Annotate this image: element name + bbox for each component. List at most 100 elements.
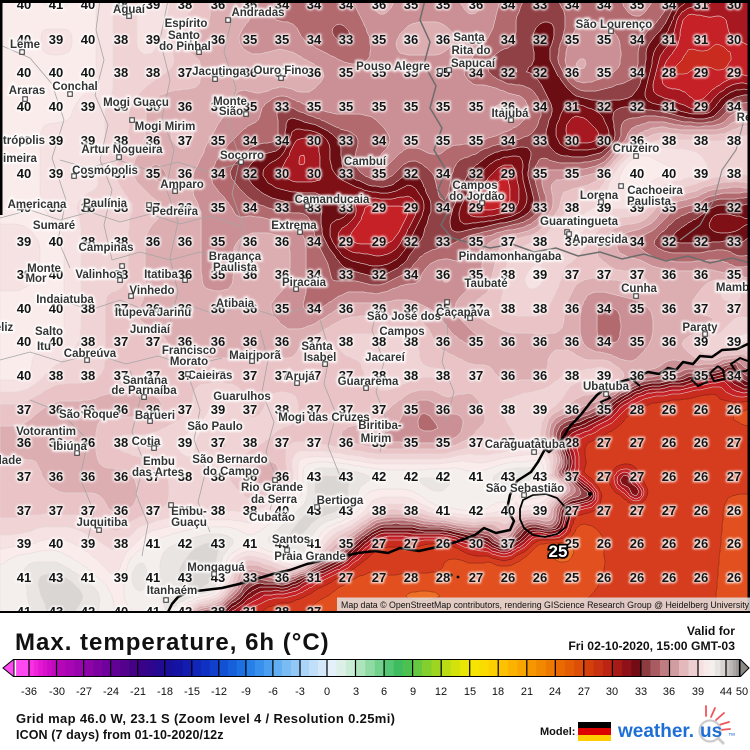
svg-text:34: 34 bbox=[727, 368, 742, 383]
svg-text:Juquitiba: Juquitiba bbox=[76, 517, 128, 529]
svg-text:36: 36 bbox=[178, 200, 192, 215]
svg-text:Indaiatuba: Indaiatuba bbox=[36, 294, 94, 306]
svg-text:36: 36 bbox=[81, 469, 95, 484]
svg-text:36: 36 bbox=[533, 368, 547, 383]
svg-text:36: 36 bbox=[662, 301, 676, 316]
svg-text:36: 36 bbox=[436, 402, 450, 417]
svg-text:30: 30 bbox=[469, 536, 483, 551]
svg-text:42: 42 bbox=[404, 469, 418, 484]
svg-text:34: 34 bbox=[597, 301, 612, 316]
svg-text:36: 36 bbox=[662, 334, 676, 349]
svg-text:34: 34 bbox=[307, 32, 322, 47]
svg-text:38: 38 bbox=[339, 334, 353, 349]
svg-text:Socorro: Socorro bbox=[220, 150, 264, 162]
svg-text:34: 34 bbox=[501, 32, 516, 47]
svg-text:33: 33 bbox=[727, 234, 741, 249]
svg-text:41: 41 bbox=[17, 604, 31, 612]
svg-text:38: 38 bbox=[436, 368, 450, 383]
svg-text:37: 37 bbox=[178, 402, 192, 417]
svg-text:34: 34 bbox=[275, 133, 290, 148]
svg-text:31: 31 bbox=[662, 32, 676, 47]
svg-text:40: 40 bbox=[81, 32, 95, 47]
svg-text:37: 37 bbox=[501, 536, 515, 551]
svg-text:37: 37 bbox=[339, 368, 353, 383]
svg-text:35: 35 bbox=[243, 99, 257, 114]
svg-text:38: 38 bbox=[533, 234, 547, 249]
svg-text:35: 35 bbox=[727, 267, 741, 282]
svg-text:32: 32 bbox=[404, 166, 418, 181]
svg-text:38: 38 bbox=[275, 402, 289, 417]
svg-text:32: 32 bbox=[533, 32, 547, 47]
svg-text:36: 36 bbox=[275, 334, 289, 349]
svg-text:36: 36 bbox=[597, 166, 611, 181]
svg-text:Camanducaia: Camanducaia bbox=[295, 194, 370, 206]
svg-text:38: 38 bbox=[727, 166, 741, 181]
svg-text:39: 39 bbox=[17, 267, 31, 282]
svg-text:32: 32 bbox=[404, 166, 418, 181]
svg-text:33: 33 bbox=[339, 32, 353, 47]
svg-text:Santa: Santa bbox=[453, 32, 485, 44]
svg-text:34: 34 bbox=[275, 133, 290, 148]
svg-text:29: 29 bbox=[372, 200, 386, 215]
svg-text:38: 38 bbox=[81, 301, 95, 316]
svg-text:38: 38 bbox=[114, 536, 128, 551]
svg-text:34: 34 bbox=[630, 65, 645, 80]
svg-text:36: 36 bbox=[501, 334, 515, 349]
svg-text:trópolis: trópolis bbox=[3, 135, 45, 147]
svg-text:Santa: Santa bbox=[453, 32, 485, 44]
svg-text:Santo: Santo bbox=[168, 30, 200, 42]
svg-text:36: 36 bbox=[501, 99, 515, 114]
svg-text:Ouro Fino: Ouro Fino bbox=[254, 65, 309, 77]
svg-text:26: 26 bbox=[662, 570, 676, 585]
svg-text:35: 35 bbox=[211, 133, 225, 148]
svg-text:39: 39 bbox=[178, 435, 192, 450]
svg-text:30: 30 bbox=[565, 133, 579, 148]
svg-text:36: 36 bbox=[307, 65, 321, 80]
svg-text:33: 33 bbox=[533, 200, 547, 215]
svg-text:41: 41 bbox=[243, 536, 257, 551]
svg-text:33: 33 bbox=[339, 200, 353, 215]
svg-text:26: 26 bbox=[436, 536, 450, 551]
svg-text:39: 39 bbox=[49, 133, 63, 148]
svg-text:26: 26 bbox=[662, 435, 676, 450]
svg-text:38: 38 bbox=[211, 604, 225, 612]
svg-text:39: 39 bbox=[533, 402, 547, 417]
svg-text:36: 36 bbox=[501, 368, 515, 383]
svg-text:Caraguatatuba: Caraguatatuba bbox=[485, 439, 566, 451]
svg-text:Cubatão: Cubatão bbox=[249, 512, 295, 524]
svg-text:39: 39 bbox=[694, 166, 708, 181]
svg-text:36: 36 bbox=[275, 234, 289, 249]
svg-text:36: 36 bbox=[404, 32, 418, 47]
svg-text:36: 36 bbox=[404, 301, 418, 316]
svg-text:26: 26 bbox=[694, 435, 708, 450]
svg-text:42: 42 bbox=[469, 503, 483, 518]
svg-text:31: 31 bbox=[307, 570, 321, 585]
svg-text:31: 31 bbox=[307, 570, 321, 585]
svg-text:41: 41 bbox=[469, 469, 483, 484]
svg-text:36: 36 bbox=[211, 65, 225, 80]
svg-text:34: 34 bbox=[533, 99, 548, 114]
svg-text:37: 37 bbox=[501, 234, 515, 249]
svg-text:39: 39 bbox=[81, 166, 95, 181]
svg-text:39: 39 bbox=[630, 200, 644, 215]
svg-text:38: 38 bbox=[81, 368, 95, 383]
svg-text:36: 36 bbox=[178, 301, 192, 316]
svg-text:36: 36 bbox=[630, 133, 644, 148]
svg-text:37: 37 bbox=[178, 65, 192, 80]
svg-text:Re: Re bbox=[737, 112, 750, 124]
svg-text:43: 43 bbox=[49, 570, 63, 585]
svg-text:35: 35 bbox=[211, 200, 225, 215]
svg-text:38: 38 bbox=[501, 301, 515, 316]
svg-text:37: 37 bbox=[469, 435, 483, 450]
svg-text:Ubatuba: Ubatuba bbox=[583, 381, 630, 393]
svg-text:Americana: Americana bbox=[8, 199, 67, 211]
svg-text:36: 36 bbox=[178, 334, 192, 349]
svg-text:Pouso Alegre: Pouso Alegre bbox=[356, 61, 430, 73]
svg-text:26: 26 bbox=[694, 503, 708, 518]
svg-text:36: 36 bbox=[146, 99, 160, 114]
svg-text:37: 37 bbox=[597, 267, 611, 282]
svg-text:39: 39 bbox=[17, 234, 31, 249]
svg-text:27: 27 bbox=[630, 469, 644, 484]
svg-text:28: 28 bbox=[275, 604, 289, 612]
svg-text:26: 26 bbox=[662, 536, 676, 551]
